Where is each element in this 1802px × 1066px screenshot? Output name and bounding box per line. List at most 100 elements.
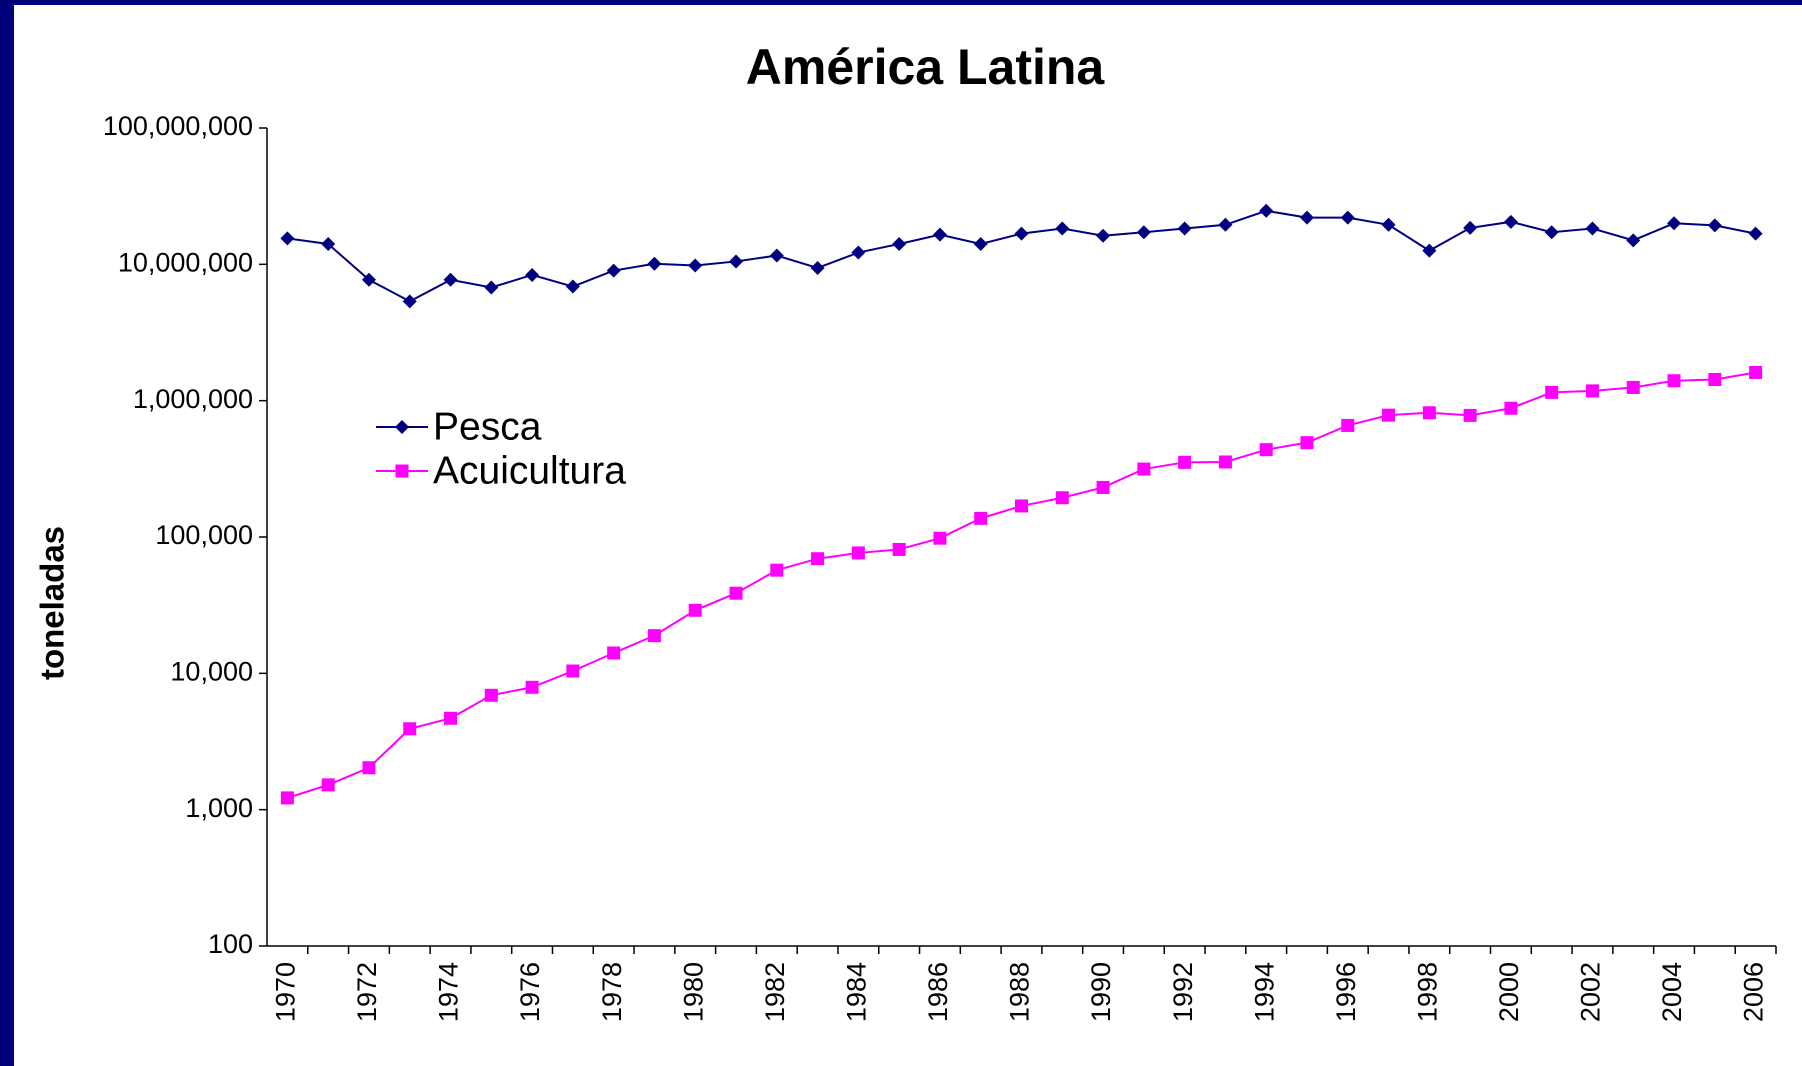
point [1381, 217, 1396, 232]
legend-label: Acuicultura [433, 449, 626, 492]
chart-title: América Latina [746, 39, 1106, 95]
point [1667, 216, 1682, 231]
point [851, 546, 865, 560]
point [403, 722, 417, 736]
point [402, 294, 417, 309]
point [933, 531, 947, 545]
point [280, 231, 295, 246]
y-tick-label: 1,000 [185, 793, 253, 823]
panel [14, 5, 1802, 1066]
point [1055, 491, 1069, 505]
x-tick-label: 2004 [1657, 962, 1687, 1022]
point [280, 791, 294, 805]
point [688, 603, 702, 617]
point [729, 254, 744, 269]
x-tick-label: 2002 [1576, 962, 1606, 1022]
point [892, 236, 907, 251]
point [607, 646, 621, 660]
y-tick-label: 100,000,000 [103, 111, 253, 141]
point [525, 680, 539, 694]
point [362, 761, 376, 775]
point [973, 236, 988, 251]
point [770, 563, 784, 577]
point [1544, 225, 1559, 240]
point [1382, 408, 1396, 422]
point [1504, 401, 1518, 415]
point [810, 260, 825, 275]
x-tick-label: 1976 [515, 962, 545, 1022]
x-tick-label: 2000 [1494, 962, 1524, 1022]
point [1218, 455, 1232, 469]
point [565, 279, 580, 294]
point [1259, 203, 1274, 218]
point [1545, 385, 1559, 399]
point [1299, 210, 1314, 225]
point [443, 272, 458, 287]
point [525, 267, 540, 282]
y-tick-label: 10,000,000 [118, 247, 253, 277]
point [1708, 372, 1722, 386]
point [1503, 214, 1518, 229]
x-tick-label: 1992 [1168, 962, 1198, 1022]
point [1340, 210, 1355, 225]
point [892, 542, 906, 556]
x-tick-label: 2006 [1739, 962, 1769, 1022]
point [1218, 217, 1233, 232]
point [1626, 233, 1641, 248]
x-tick-label: 1982 [760, 962, 790, 1022]
point [729, 586, 743, 600]
point [1422, 406, 1436, 420]
point [647, 629, 661, 643]
point [647, 256, 662, 271]
point [484, 688, 498, 702]
x-tick-label: 1984 [841, 962, 871, 1022]
point [1707, 218, 1722, 233]
point [1137, 462, 1151, 476]
legend-marker [395, 464, 409, 478]
point [851, 245, 866, 260]
point [1096, 480, 1110, 494]
point [769, 248, 784, 263]
y-tick-label: 1,000,000 [133, 384, 253, 414]
point [1178, 455, 1192, 469]
point [484, 280, 499, 295]
point [1422, 243, 1437, 258]
legend-marker [395, 420, 409, 434]
x-tick-label: 1988 [1005, 962, 1035, 1022]
x-tick-label: 1998 [1412, 962, 1442, 1022]
x-tick-label: 1978 [597, 962, 627, 1022]
point [1136, 225, 1151, 240]
point [1667, 374, 1681, 388]
legend-label: Pesca [433, 405, 542, 448]
point [1300, 436, 1314, 450]
point [688, 258, 703, 273]
y-tick-label: 100,000 [155, 520, 253, 550]
x-tick-label: 1994 [1249, 962, 1279, 1022]
x-tick-label: 1972 [352, 962, 382, 1022]
y-tick-label: 100 [208, 929, 253, 959]
y-axis-label: toneladas [34, 526, 71, 680]
point [1585, 384, 1599, 398]
point [1626, 380, 1640, 394]
point [932, 227, 947, 242]
point [606, 263, 621, 278]
point [1259, 443, 1273, 457]
point [1014, 226, 1029, 241]
point [1055, 221, 1070, 236]
point [1463, 220, 1478, 235]
x-tick-label: 1980 [678, 962, 708, 1022]
point [1749, 365, 1763, 379]
point [974, 511, 988, 525]
point [1585, 221, 1600, 236]
x-tick-label: 1974 [434, 962, 464, 1022]
point [1015, 499, 1028, 513]
point [444, 711, 458, 725]
point [321, 236, 336, 251]
x-tick-label: 1996 [1331, 962, 1361, 1022]
point [1748, 226, 1763, 241]
point [1341, 418, 1355, 432]
point [566, 664, 580, 678]
x-tick-label: 1990 [1086, 962, 1116, 1022]
